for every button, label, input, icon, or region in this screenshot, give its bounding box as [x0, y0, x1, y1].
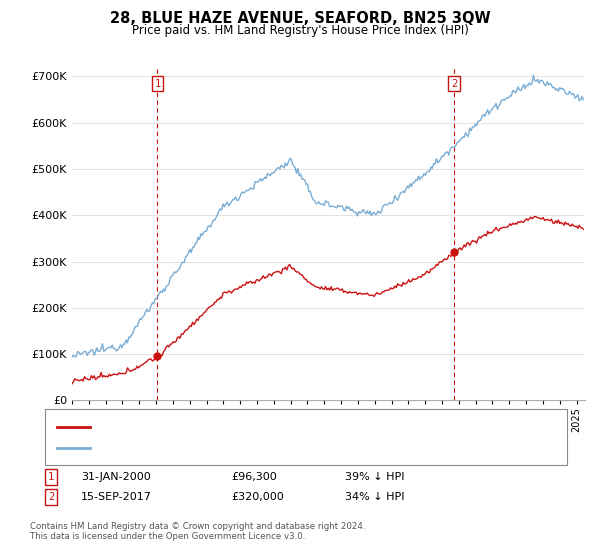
Text: 28, BLUE HAZE AVENUE, SEAFORD, BN25 3QW: 28, BLUE HAZE AVENUE, SEAFORD, BN25 3QW — [110, 11, 490, 26]
Text: 39% ↓ HPI: 39% ↓ HPI — [345, 472, 404, 482]
Text: 15-SEP-2017: 15-SEP-2017 — [81, 492, 152, 502]
Text: Contains HM Land Registry data © Crown copyright and database right 2024.
This d: Contains HM Land Registry data © Crown c… — [30, 522, 365, 542]
Text: 34% ↓ HPI: 34% ↓ HPI — [345, 492, 404, 502]
Text: Price paid vs. HM Land Registry's House Price Index (HPI): Price paid vs. HM Land Registry's House … — [131, 24, 469, 36]
Text: 1: 1 — [48, 472, 54, 482]
Text: £96,300: £96,300 — [231, 472, 277, 482]
Text: 2: 2 — [48, 492, 54, 502]
Text: £320,000: £320,000 — [231, 492, 284, 502]
Text: 1: 1 — [154, 79, 161, 89]
Text: 2: 2 — [451, 79, 457, 89]
Text: HPI: Average price, detached house, Lewes: HPI: Average price, detached house, Lewe… — [97, 443, 322, 453]
Text: 28, BLUE HAZE AVENUE, SEAFORD, BN25 3QW (detached house): 28, BLUE HAZE AVENUE, SEAFORD, BN25 3QW … — [97, 422, 434, 432]
Text: 31-JAN-2000: 31-JAN-2000 — [81, 472, 151, 482]
